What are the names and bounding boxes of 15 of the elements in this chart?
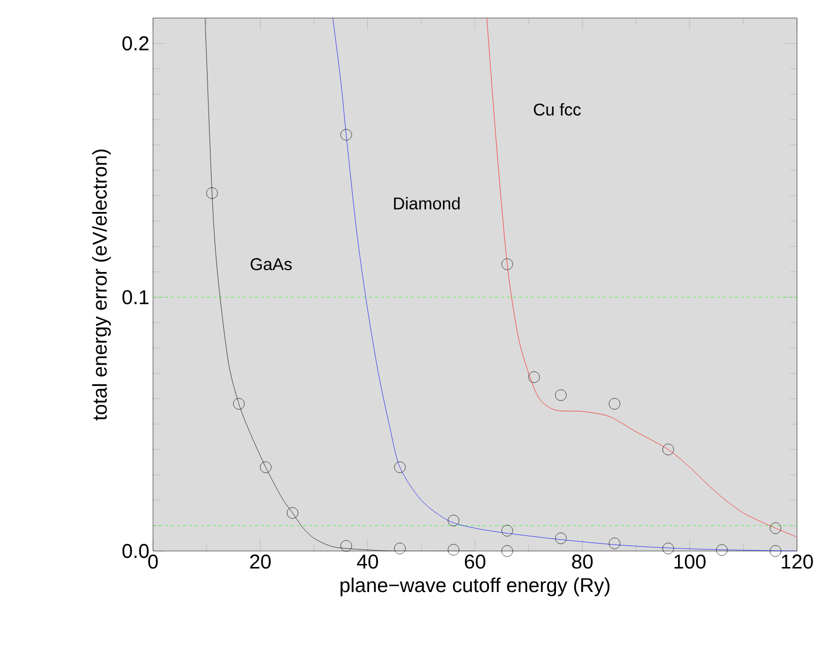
x-tick-label: 40 <box>357 554 378 569</box>
text: Diamond <box>394 197 460 210</box>
y-tick-label: 0.0 <box>122 544 149 558</box>
x-tick-label: 0 <box>148 554 158 569</box>
x-tick-label: 100 <box>674 554 706 569</box>
y-axis-title: total energy error (eV/electron) <box>92 150 111 420</box>
x-tick-label: 60 <box>464 554 486 569</box>
text: Cu fcc <box>534 103 581 116</box>
x-tick-label: 80 <box>572 554 593 569</box>
y-tick-label: 0.1 <box>122 290 148 304</box>
series-label: GaAs <box>250 258 292 270</box>
x-tick-label: 120 <box>782 554 813 569</box>
x-axis-title: plane−wave cutoff energy (Ry) <box>340 578 610 596</box>
x-tick-label: 20 <box>250 554 271 569</box>
y-tick-label: 0.2 <box>122 36 148 50</box>
